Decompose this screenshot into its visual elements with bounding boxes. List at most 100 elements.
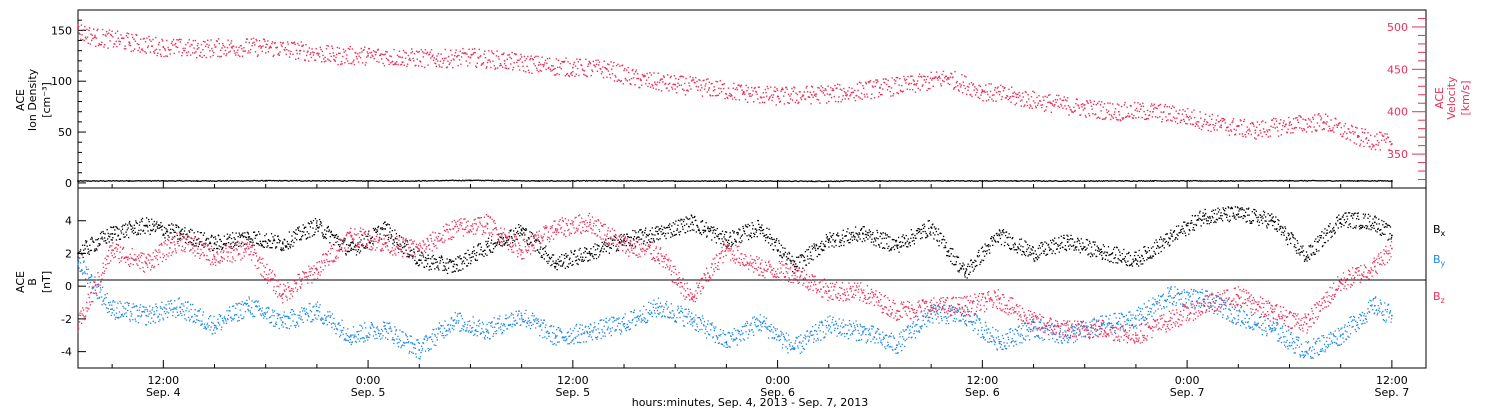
data-point <box>604 241 606 244</box>
data-point <box>720 91 723 93</box>
data-point <box>548 260 550 262</box>
data-point <box>407 253 409 255</box>
data-point <box>138 224 141 226</box>
data-point <box>134 231 136 234</box>
data-point <box>295 180 298 182</box>
data-point <box>1050 180 1053 182</box>
data-point <box>700 180 702 182</box>
data-point <box>608 252 611 254</box>
data-point <box>406 240 408 242</box>
data-point <box>1214 180 1216 182</box>
data-point <box>933 180 936 182</box>
data-point <box>654 83 657 85</box>
data-point <box>111 233 113 235</box>
data-point <box>197 42 199 45</box>
data-point <box>238 180 240 182</box>
data-point <box>742 180 745 182</box>
data-point <box>876 79 878 81</box>
data-point <box>446 180 449 182</box>
data-point <box>193 180 195 182</box>
data-point <box>1104 180 1106 182</box>
data-point <box>611 239 614 242</box>
data-point <box>592 246 595 248</box>
data-point <box>537 180 539 182</box>
data-point <box>85 242 87 244</box>
data-point <box>87 42 89 44</box>
data-point <box>783 103 786 105</box>
data-point <box>973 89 975 91</box>
data-point <box>777 180 780 182</box>
data-point <box>1350 132 1352 134</box>
data-point <box>217 180 219 182</box>
data-point <box>979 85 982 88</box>
data-point <box>141 217 144 220</box>
data-point <box>724 180 727 182</box>
data-point <box>1089 180 1091 183</box>
data-point <box>81 34 83 36</box>
data-point <box>87 252 89 254</box>
data-point <box>1092 113 1094 115</box>
data-point <box>1131 180 1133 182</box>
data-point <box>339 244 341 246</box>
data-point <box>1002 90 1005 92</box>
data-point <box>997 180 999 182</box>
data-point <box>474 258 476 260</box>
data-point <box>540 180 542 182</box>
data-point <box>338 238 340 241</box>
data-point <box>943 180 945 182</box>
data-point <box>859 180 861 182</box>
data-point <box>883 180 885 182</box>
data-point <box>339 180 341 182</box>
data-point <box>714 236 716 239</box>
data-point <box>701 180 703 182</box>
data-point <box>158 224 160 227</box>
data-point <box>265 179 268 182</box>
data-point <box>980 94 982 96</box>
data-point <box>77 252 79 255</box>
bottom-series-layer <box>77 206 1393 360</box>
data-point <box>1351 125 1353 128</box>
data-point <box>151 229 153 232</box>
data-point <box>685 180 687 182</box>
data-point <box>682 228 684 230</box>
data-point <box>160 221 162 224</box>
data-point <box>1142 105 1145 108</box>
data-point <box>1315 180 1317 182</box>
data-point <box>568 74 570 77</box>
data-point <box>368 241 370 243</box>
data-point <box>694 215 696 218</box>
data-point <box>234 180 236 182</box>
data-point <box>551 263 553 266</box>
data-point <box>1178 109 1181 111</box>
data-point <box>1125 115 1128 118</box>
data-point <box>812 180 815 183</box>
data-point <box>1384 133 1386 135</box>
data-point <box>1295 126 1298 129</box>
data-point <box>1017 93 1019 95</box>
data-point <box>327 45 330 47</box>
data-point <box>608 244 610 246</box>
data-point <box>529 58 531 61</box>
data-point <box>1277 130 1279 132</box>
data-point <box>147 230 149 232</box>
data-point <box>1239 119 1242 121</box>
data-point <box>477 244 479 246</box>
data-point <box>1175 110 1177 112</box>
data-point <box>537 249 539 251</box>
data-point <box>1391 180 1393 182</box>
data-point <box>1193 179 1195 182</box>
data-point <box>790 180 792 183</box>
data-point <box>1258 134 1260 136</box>
data-point <box>795 180 797 182</box>
data-point <box>294 43 296 46</box>
data-point <box>419 180 421 182</box>
data-point <box>547 254 550 256</box>
data-point <box>463 180 466 182</box>
data-point <box>432 54 434 56</box>
data-point <box>1062 180 1065 182</box>
data-point <box>691 221 694 224</box>
data-point <box>749 92 751 95</box>
data-point <box>1149 179 1152 182</box>
data-point <box>1180 119 1183 121</box>
data-point <box>1086 100 1088 102</box>
